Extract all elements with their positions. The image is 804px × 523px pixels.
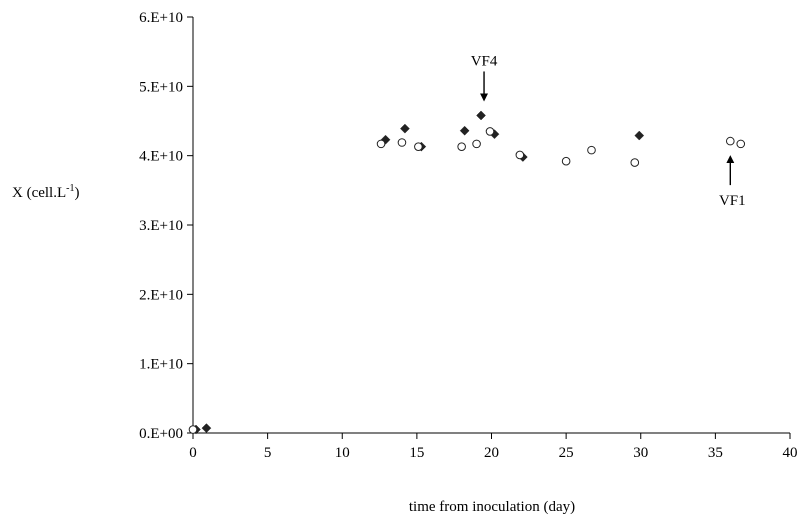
x-axis-label: time from inoculation (day) xyxy=(409,499,575,515)
annotation-label: VF1 xyxy=(719,193,746,209)
data-point-diamond xyxy=(476,110,486,121)
data-point-circle xyxy=(188,425,198,434)
annotation-label: VF4 xyxy=(471,53,498,69)
data-point-circle xyxy=(457,142,466,151)
data-point-circle xyxy=(561,156,571,166)
data-point-circle xyxy=(485,127,495,136)
x-axis-ticks: 0 5 10 15 20 25 30 35 40 xyxy=(189,433,798,461)
y-axis-label: X (cell.L-1) xyxy=(12,183,79,201)
x-tick-label: 5 xyxy=(264,445,272,461)
data-point-circle xyxy=(472,139,481,149)
data-point-circle xyxy=(630,158,640,167)
y-axis-label-text: X (cell.L xyxy=(12,185,66,201)
data-point-circle xyxy=(736,139,746,149)
x-tick-label: 10 xyxy=(335,445,350,461)
y-tick-label: 6.E+10 xyxy=(139,10,183,26)
y-axis-label-superscript: -1 xyxy=(66,183,74,194)
x-tick-label: 30 xyxy=(633,445,648,461)
data-point-circle xyxy=(414,142,423,151)
data-point-circle xyxy=(397,138,407,147)
y-tick-label: 4.E+10 xyxy=(139,149,183,165)
annotations: VF4 VF1 xyxy=(471,53,746,209)
y-tick-label: 5.E+10 xyxy=(139,79,183,95)
data-points xyxy=(188,110,746,435)
data-point-circle xyxy=(587,145,596,155)
x-tick-label: 20 xyxy=(484,445,499,461)
data-point-circle xyxy=(376,139,386,149)
data-point-circle xyxy=(515,150,525,160)
y-tick-label: 2.E+10 xyxy=(139,287,183,303)
data-point-diamond xyxy=(400,123,410,134)
y-tick-label: 1.E+10 xyxy=(139,357,183,373)
x-tick-label: 35 xyxy=(708,445,723,461)
data-point-diamond xyxy=(201,423,212,434)
y-tick-label: 3.E+10 xyxy=(139,218,183,234)
data-point-diamond xyxy=(634,130,645,141)
y-tick-label: 0.E+00 xyxy=(139,426,183,442)
x-tick-label: 15 xyxy=(409,445,424,461)
x-tick-label: 25 xyxy=(559,445,574,461)
x-tick-label: 0 xyxy=(189,445,197,461)
y-axis-label-close: ) xyxy=(74,185,79,201)
data-point-circle xyxy=(726,136,735,146)
plot-axes xyxy=(192,17,790,434)
data-point-diamond xyxy=(459,125,470,136)
y-axis-ticks: 0.E+00 1.E+10 2.E+10 3.E+10 4.E+10 5.E+10 6.E+… xyxy=(139,10,193,442)
x-tick-label: 40 xyxy=(783,445,798,461)
